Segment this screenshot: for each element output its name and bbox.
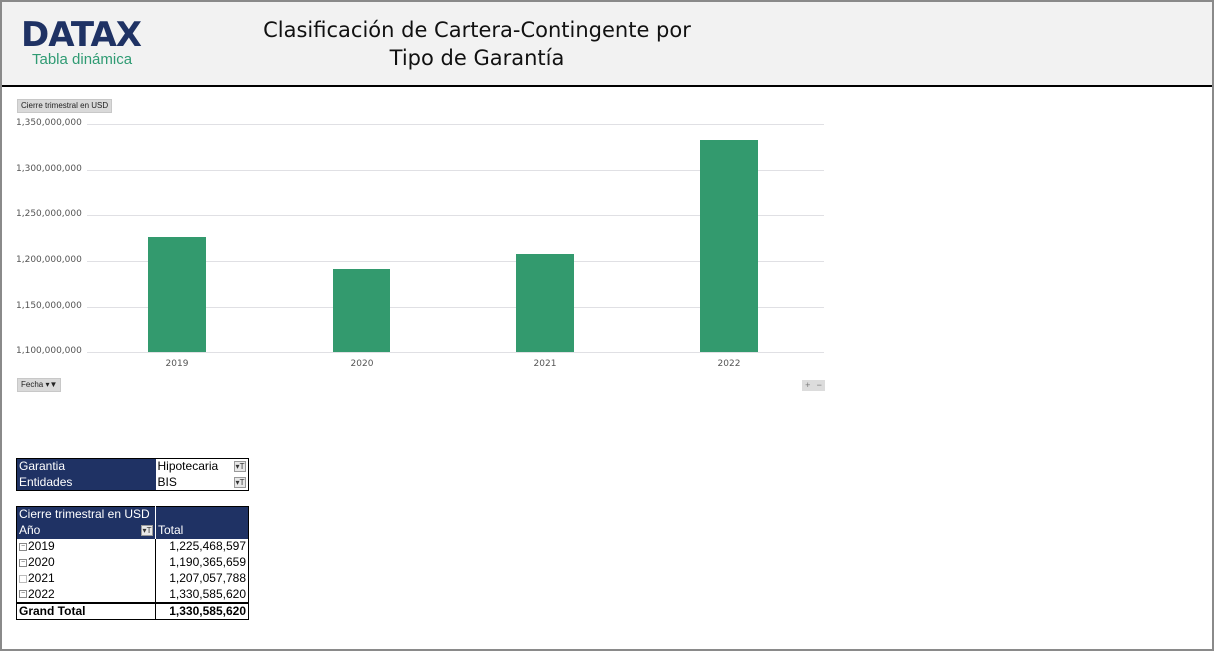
y-tick: 1,250,000,000 <box>16 209 82 219</box>
filter-row-garantia: Garantia Hipotecaria ▾T <box>16 458 249 475</box>
y-tick: 1,300,000,000 <box>16 164 82 174</box>
gridline <box>87 124 824 125</box>
bar-2020[interactable] <box>333 269 390 352</box>
filter-label: Entidades <box>16 474 156 491</box>
year-label: 2021 <box>28 571 55 585</box>
page-title: Clasificación de Cartera-Contingente por… <box>252 16 702 72</box>
bar-2019[interactable] <box>148 237 206 352</box>
y-tick: 1,200,000,000 <box>16 255 82 265</box>
row-filter-icon[interactable]: ▾T <box>141 525 153 536</box>
total-cell: 1,190,365,659 <box>155 554 249 571</box>
year-cell: −2019 <box>17 539 156 555</box>
table-row: −2019 1,225,468,597 <box>17 538 249 555</box>
filter-dropdown-icon[interactable]: ▾T <box>234 461 246 473</box>
x-tick: 2021 <box>533 359 557 369</box>
total-cell: 1,330,585,620 <box>155 586 249 603</box>
y-tick: 1,100,000,000 <box>16 346 82 356</box>
year-label: 2019 <box>28 539 55 553</box>
pivot-table: Cierre trimestral en USD Año ▾T Total −2… <box>16 506 249 620</box>
filter-value-cell[interactable]: BIS ▾T <box>155 474 249 491</box>
page-header: DATAX Tabla dinámica Clasificación de Ca… <box>2 2 1212 87</box>
dropdown-filter-icon: ▾▼ <box>45 380 58 389</box>
fecha-field-button[interactable]: Fecha ▾▼ <box>17 378 62 392</box>
expand-collapse-control: + − <box>802 380 825 391</box>
pivot-header-row-2: Año ▾T Total <box>16 522 249 539</box>
collapse-toggle-icon[interactable]: − <box>19 558 27 567</box>
table-row: −2022 1,330,585,620 <box>17 586 249 603</box>
filter-table: Garantia Hipotecaria ▾T Entidades BIS ▾T <box>16 458 249 491</box>
filter-value-cell[interactable]: Hipotecaria ▾T <box>155 458 249 475</box>
grand-total-value: 1,330,585,620 <box>155 602 249 619</box>
fecha-label: Fecha <box>21 380 44 389</box>
grand-total-label: Grand Total <box>19 603 86 618</box>
filter-row-entidades: Entidades BIS ▾T <box>16 474 249 491</box>
total-cell: 1,225,468,597 <box>155 538 249 555</box>
row-header: Año <box>19 523 41 537</box>
gridline <box>87 170 824 171</box>
y-tick: 1,350,000,000 <box>16 118 82 128</box>
filter-value: Hipotecaria <box>157 459 219 474</box>
expand-button[interactable]: + <box>805 380 811 390</box>
year-cell: 2021 <box>17 571 156 587</box>
empty-header <box>155 506 249 523</box>
row-header-cell: Año ▾T <box>16 522 156 539</box>
x-axis-line <box>87 352 824 353</box>
year-label: 2020 <box>28 555 55 569</box>
table-row: 2021 1,207,057,788 <box>17 570 249 587</box>
gridline <box>87 261 824 262</box>
collapse-button[interactable]: − <box>816 380 822 390</box>
logo-subtitle: Tabla dinámica <box>32 51 133 68</box>
y-tick: 1,150,000,000 <box>16 301 82 311</box>
col-header: Total <box>155 522 249 539</box>
x-tick: 2019 <box>165 359 189 369</box>
title-line-1: Clasificación de Cartera-Contingente por <box>263 18 691 42</box>
gridline <box>87 307 824 308</box>
value-field-button[interactable]: Cierre trimestral en USD <box>17 99 113 113</box>
measure-header: Cierre trimestral en USD <box>16 506 156 523</box>
expand-toggle-icon[interactable] <box>19 574 27 583</box>
datax-logo: DATAX <box>21 15 142 55</box>
collapse-toggle-icon[interactable]: − <box>19 590 27 599</box>
filter-dropdown-icon[interactable]: ▾T <box>234 476 246 488</box>
gridline <box>87 215 824 216</box>
table-row: −2020 1,190,365,659 <box>17 554 249 571</box>
filter-value: BIS <box>157 474 177 489</box>
collapse-toggle-icon[interactable]: − <box>19 542 27 551</box>
title-line-2: Tipo de Garantía <box>389 46 565 70</box>
filter-label: Garantia <box>16 458 156 475</box>
year-label: 2022 <box>28 586 55 601</box>
x-tick: 2022 <box>717 359 741 369</box>
total-cell: 1,207,057,788 <box>155 570 249 587</box>
year-cell: −2020 <box>17 555 156 571</box>
bar-2021[interactable] <box>516 254 574 352</box>
pivot-header-row-1: Cierre trimestral en USD <box>16 506 249 523</box>
grand-total-row: Grand Total 1,330,585,620 <box>16 602 249 619</box>
year-cell: −2022 <box>17 587 156 603</box>
bar-2022[interactable] <box>700 140 758 352</box>
x-tick: 2020 <box>350 359 374 369</box>
